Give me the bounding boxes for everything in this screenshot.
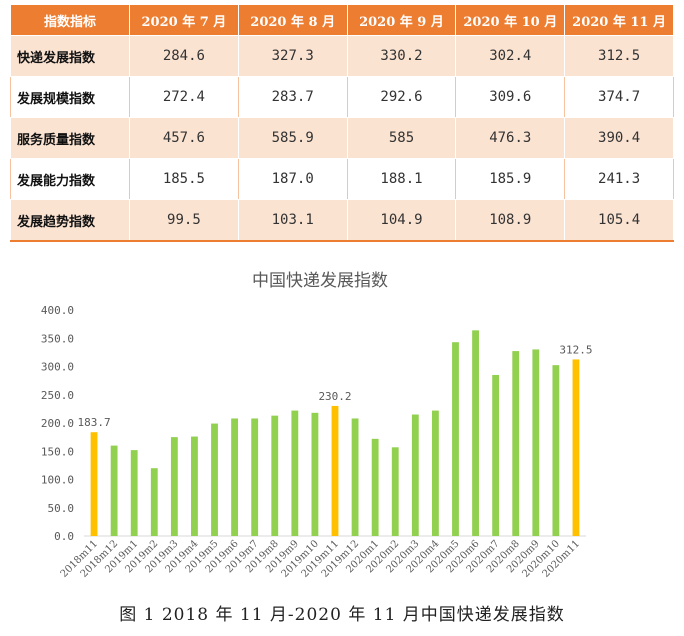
- y-tick-label: 0.0: [54, 530, 74, 543]
- bar: [130, 450, 138, 536]
- bar: [572, 359, 580, 536]
- data-label: 312.5: [559, 343, 592, 356]
- table-row: 快递发展指数 284.6 327.3 330.2 302.4 312.5: [10, 35, 674, 77]
- y-tick-label: 250.0: [41, 389, 74, 402]
- bar: [110, 445, 118, 536]
- y-tick-label: 150.0: [41, 445, 74, 458]
- bar: [291, 410, 299, 536]
- bar: [391, 447, 399, 536]
- data-label: 183.7: [77, 416, 110, 429]
- bar: [452, 342, 459, 536]
- bar: [211, 423, 218, 536]
- bar: [351, 418, 359, 536]
- bar: [90, 432, 98, 536]
- y-tick-label: 300.0: [41, 361, 74, 374]
- table-cell: 241.3: [564, 158, 674, 200]
- header-cell: 2020 年 10 月: [455, 4, 566, 36]
- table-cell: 103.1: [237, 199, 348, 242]
- table-cell: 374.7: [564, 76, 674, 118]
- bar: [311, 412, 319, 536]
- header-cell: 指数指标: [10, 4, 130, 36]
- table-cell: 104.9: [346, 199, 457, 242]
- table-cell: 390.4: [564, 117, 674, 159]
- bar: [170, 437, 178, 536]
- row-label: 发展趋势指数: [10, 199, 130, 242]
- table-cell: 292.6: [346, 76, 457, 118]
- y-tick-label: 200.0: [41, 417, 74, 430]
- row-label: 发展规模指数: [10, 76, 130, 118]
- header-cell: 2020 年 7 月: [129, 4, 239, 36]
- bar: [371, 438, 379, 536]
- table-cell: 457.6: [129, 117, 239, 159]
- table-row: 发展趋势指数 99.5 103.1 104.9 108.9 105.4: [10, 199, 674, 242]
- row-label: 服务质量指数: [10, 117, 130, 159]
- bar: [532, 349, 540, 536]
- table-cell: 312.5: [564, 35, 674, 77]
- chart-title: 中国快递发展指数: [252, 271, 388, 291]
- table-cell: 185.5: [129, 158, 239, 200]
- table-cell: 105.4: [564, 199, 674, 242]
- bar: [552, 365, 560, 536]
- bar: [411, 414, 419, 536]
- table-cell: 585: [346, 117, 457, 159]
- bar: [512, 351, 520, 536]
- bar: [472, 330, 479, 536]
- table-cell: 188.1: [346, 158, 457, 200]
- bar: [271, 415, 279, 536]
- table-row: 发展规模指数 272.4 283.7 292.6 309.6 374.7: [10, 76, 674, 118]
- express-index-bar-chart: 中国快递发展指数 0.0 50.0 100.0 150.0 200.0 250.0 300.0…: [41, 271, 593, 580]
- y-tick-label: 50.0: [48, 502, 75, 515]
- row-label: 快递发展指数: [10, 35, 130, 77]
- bar: [492, 374, 500, 536]
- table-row: 发展能力指数 185.5 187.0 188.1 185.9 241.3: [10, 158, 674, 200]
- table-cell: 99.5: [129, 199, 239, 242]
- header-cell: 2020 年 9 月: [346, 4, 457, 36]
- table-cell: 327.3: [237, 35, 348, 77]
- bar: [191, 436, 198, 536]
- table-cell: 272.4: [129, 76, 239, 118]
- table-cell: 283.7: [237, 76, 348, 118]
- index-table: 指数指标 2020 年 7 月 2020 年 8 月 2020 年 9 月 20…: [10, 4, 674, 242]
- table-cell: 108.9: [455, 199, 566, 242]
- bar: [331, 405, 339, 536]
- header-cell: 2020 年 11 月: [564, 4, 674, 36]
- header-cell: 2020 年 8 月: [237, 4, 348, 36]
- y-tick-label: 100.0: [41, 474, 74, 487]
- bar: [231, 418, 239, 536]
- table-cell: 309.6: [455, 76, 566, 118]
- bar: [431, 410, 439, 536]
- bar: [150, 468, 158, 536]
- row-label: 发展能力指数: [10, 158, 130, 200]
- table-cell: 185.9: [455, 158, 566, 200]
- y-tick-label: 350.0: [41, 332, 74, 345]
- bar: [251, 418, 259, 536]
- figure-caption: 图 1 2018 年 11 月-2020 年 11 月中国快递发展指数: [119, 605, 565, 625]
- table-cell: 476.3: [455, 117, 566, 159]
- table-row: 服务质量指数 457.6 585.9 585 476.3 390.4: [10, 117, 674, 159]
- table-cell: 284.6: [129, 35, 239, 77]
- table-cell: 585.9: [237, 117, 348, 159]
- table-cell: 302.4: [455, 35, 566, 77]
- table-header-row: 指数指标 2020 年 7 月 2020 年 8 月 2020 年 9 月 20…: [10, 4, 674, 36]
- table-cell: 330.2: [346, 35, 457, 77]
- data-label: 230.2: [318, 390, 351, 403]
- table-cell: 187.0: [237, 158, 348, 200]
- y-tick-label: 400.0: [41, 304, 74, 317]
